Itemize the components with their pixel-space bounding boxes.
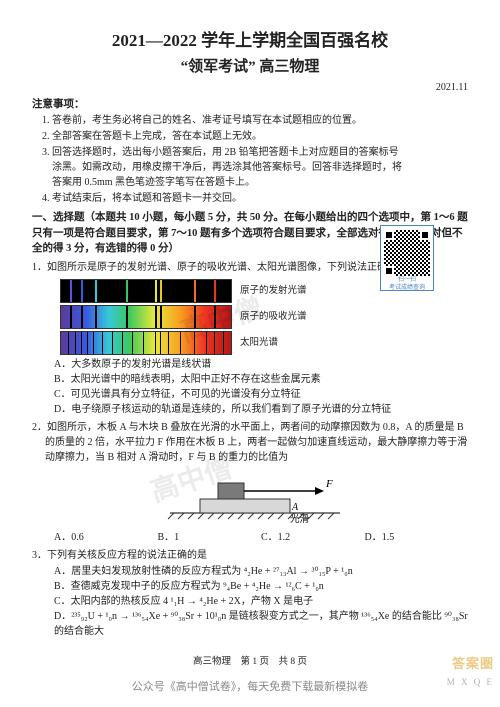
question-2-stem: 2．如图所示，木板 A 与木块 B 叠放在光滑的水平面上，两者间的动摩擦因数为 … [32,420,468,465]
page-number: 高三物理 第 1 页 共 8 页 [0,655,500,669]
q3-opt-b: B．查德威克发现中子的反应方程式为 ⁹₄Be + ⁴₂He → ¹²₆C + ¹… [54,579,468,594]
footer-banner: 公众号《高中僧试卷》，每天免费下载最新模拟卷 [0,679,500,696]
emission-label: 原子的发射光谱 [240,284,307,298]
qr-code-box: 扫一扫 考试成绩查询 [380,225,434,291]
corner-watermark: 答案圈 [452,654,494,674]
absorption-spectrum [60,305,232,329]
notice-item: 考试结束后，将本试题和答题卡一并交回。 [52,191,404,206]
notice-item: 回答选择题时，选出每小题答案后，用 2B 铅笔把答题卡上对应题目的答案标号涂黑。… [52,145,404,190]
exam-date: 2021.11 [32,80,468,95]
block-diagram-icon: F B A 光滑 [140,469,360,523]
notice-block: 注意事项： 答卷前，考生务必将自己的姓名、准考证号填写在本试题相应的位置。 全部… [32,97,468,206]
q2-opt-d: D．1.5 [365,530,469,545]
qr-code-icon [384,230,430,276]
notice-heading: 注意事项： [32,97,404,113]
qr-caption-2: 考试成绩查询 [381,285,433,292]
exam-page: 2021—2022 学年上学期全国百强名校 “领军考试” 高三物理 2021.1… [0,0,500,707]
q1-opt-a: A．大多数原子的发射光谱是线状谱 [54,357,468,372]
solar-spectrum [60,331,232,355]
block-b-label: B [210,487,216,498]
block-a-label: A [291,502,299,513]
q1-opt-d: D．电子绕原子核运动的轨道是连续的，所以我们看到了原子光谱的分立特征 [54,402,468,417]
q2-opt-b: B．1 [158,530,262,545]
spectrum-figure: 原子的发射光谱 原子的吸收光谱 太阳光谱 [60,279,316,355]
notice-item: 全部答案在答题卡上完成，答在本试题上无效。 [52,129,404,144]
force-label: F [325,478,333,490]
q1-opt-c: C．可见光谱具有分立特征，不可见的光谱没有分立特征 [54,387,468,402]
absorption-label: 原子的吸收光谱 [240,310,307,324]
q2-opt-c: C．1.2 [261,530,365,545]
q1-opt-b: B．太阳光谱中的暗线表明，太阳中正好不存在这些金属元素 [54,372,468,387]
q2-figure: F B A 光滑 [140,469,360,528]
solar-label: 太阳光谱 [240,336,278,350]
q3-opt-c: C．太阳内部的热核反应 4 ¹₁H → ⁴₂He + 2X，产物 X 是电子 [54,594,468,609]
q2-opt-a: A．0.6 [54,530,158,545]
emission-spectrum [60,279,232,303]
question-3-stem: 3．下列有关核反应方程的说法正确的是 [32,548,468,563]
corner-watermark-sub: M X Q E [447,676,494,690]
notice-list: 答卷前，考生务必将自己的姓名、准考证号填写在本试题相应的位置。 全部答案在答题卡… [32,113,404,206]
title-line-1: 2021—2022 学年上学期全国百强名校 [32,28,468,54]
notice-item: 答卷前，考生务必将自己的姓名、准考证号填写在本试题相应的位置。 [52,113,404,128]
q3-opt-a: A．居里夫妇发现放射性磷的反应方程式为 ⁴₂He + ²⁷₁₃Al → ³⁰₁₅… [54,564,468,579]
q3-opt-d: D．²³⁵₉₂U + ¹₀n → ¹³⁶₅₄Xe + ⁹⁰₃₈Sr + 10¹₀… [54,609,468,639]
ground-label: 光滑 [290,513,310,523]
title-line-2: “领军考试” 高三物理 [32,56,468,79]
q2-options: A．0.6 B．1 C．1.2 D．1.5 [32,530,468,545]
qr-caption-1: 扫一扫 [381,277,433,284]
